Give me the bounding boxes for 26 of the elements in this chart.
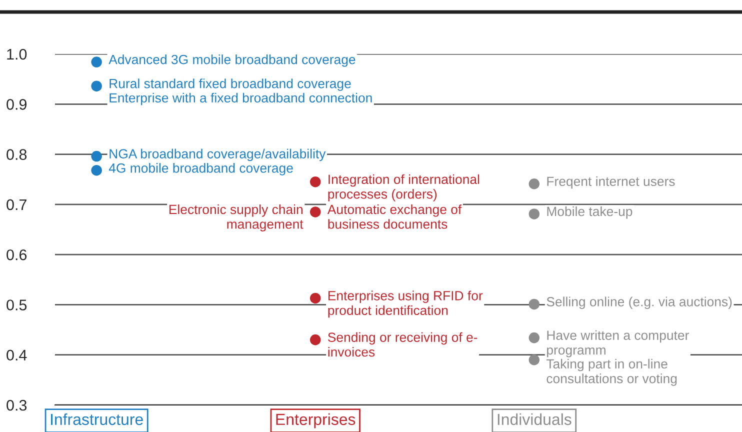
x-tick-label: Individuals	[498, 413, 572, 426]
annotation: Taking part in on-line consultations or voting	[546, 358, 677, 386]
y-tick-label: 0.6	[6, 249, 27, 260]
y-tick-label: 0.9	[6, 99, 26, 110]
annotation: Enterprise with a fixed broadband connection	[110, 92, 372, 106]
annotation: Advanced 3G mobile broadband coverage	[108, 54, 356, 67]
annotation: Rural standard fixed broadband coverage	[110, 78, 351, 91]
annotation: Integration of international processes (orders)	[328, 174, 480, 202]
annotation: NGA broadband coverage/availability	[110, 148, 326, 162]
annotation: Enterprises using RFID for product identification	[328, 290, 483, 318]
y-tick-label: 0.8	[6, 149, 27, 160]
annotation: Sending or receiving of e- invoices	[328, 332, 478, 357]
y-tick-label: 1.0	[7, 48, 27, 60]
annotation: Mobile take-up	[547, 206, 632, 219]
y-tick-label: 0.4	[6, 350, 27, 361]
x-tick-label: Enterprises	[276, 413, 356, 428]
y-tick-label: 0.5	[6, 300, 27, 310]
annotation: Automatic exchange of business documents	[327, 204, 462, 229]
x-tick-label: Infrastructure	[51, 413, 143, 426]
annotation: Electronic supply chain management	[169, 204, 304, 232]
annotation: Selling online (e.g. via auctions)	[546, 296, 732, 309]
y-tick-label: 0.3	[6, 400, 27, 411]
y-tick-label: 0.7	[6, 199, 26, 210]
annotation: 4G mobile broadband coverage	[108, 163, 293, 176]
annotation: Freqent internet users	[547, 176, 675, 189]
annotation: Have written a computer programm	[547, 330, 689, 358]
